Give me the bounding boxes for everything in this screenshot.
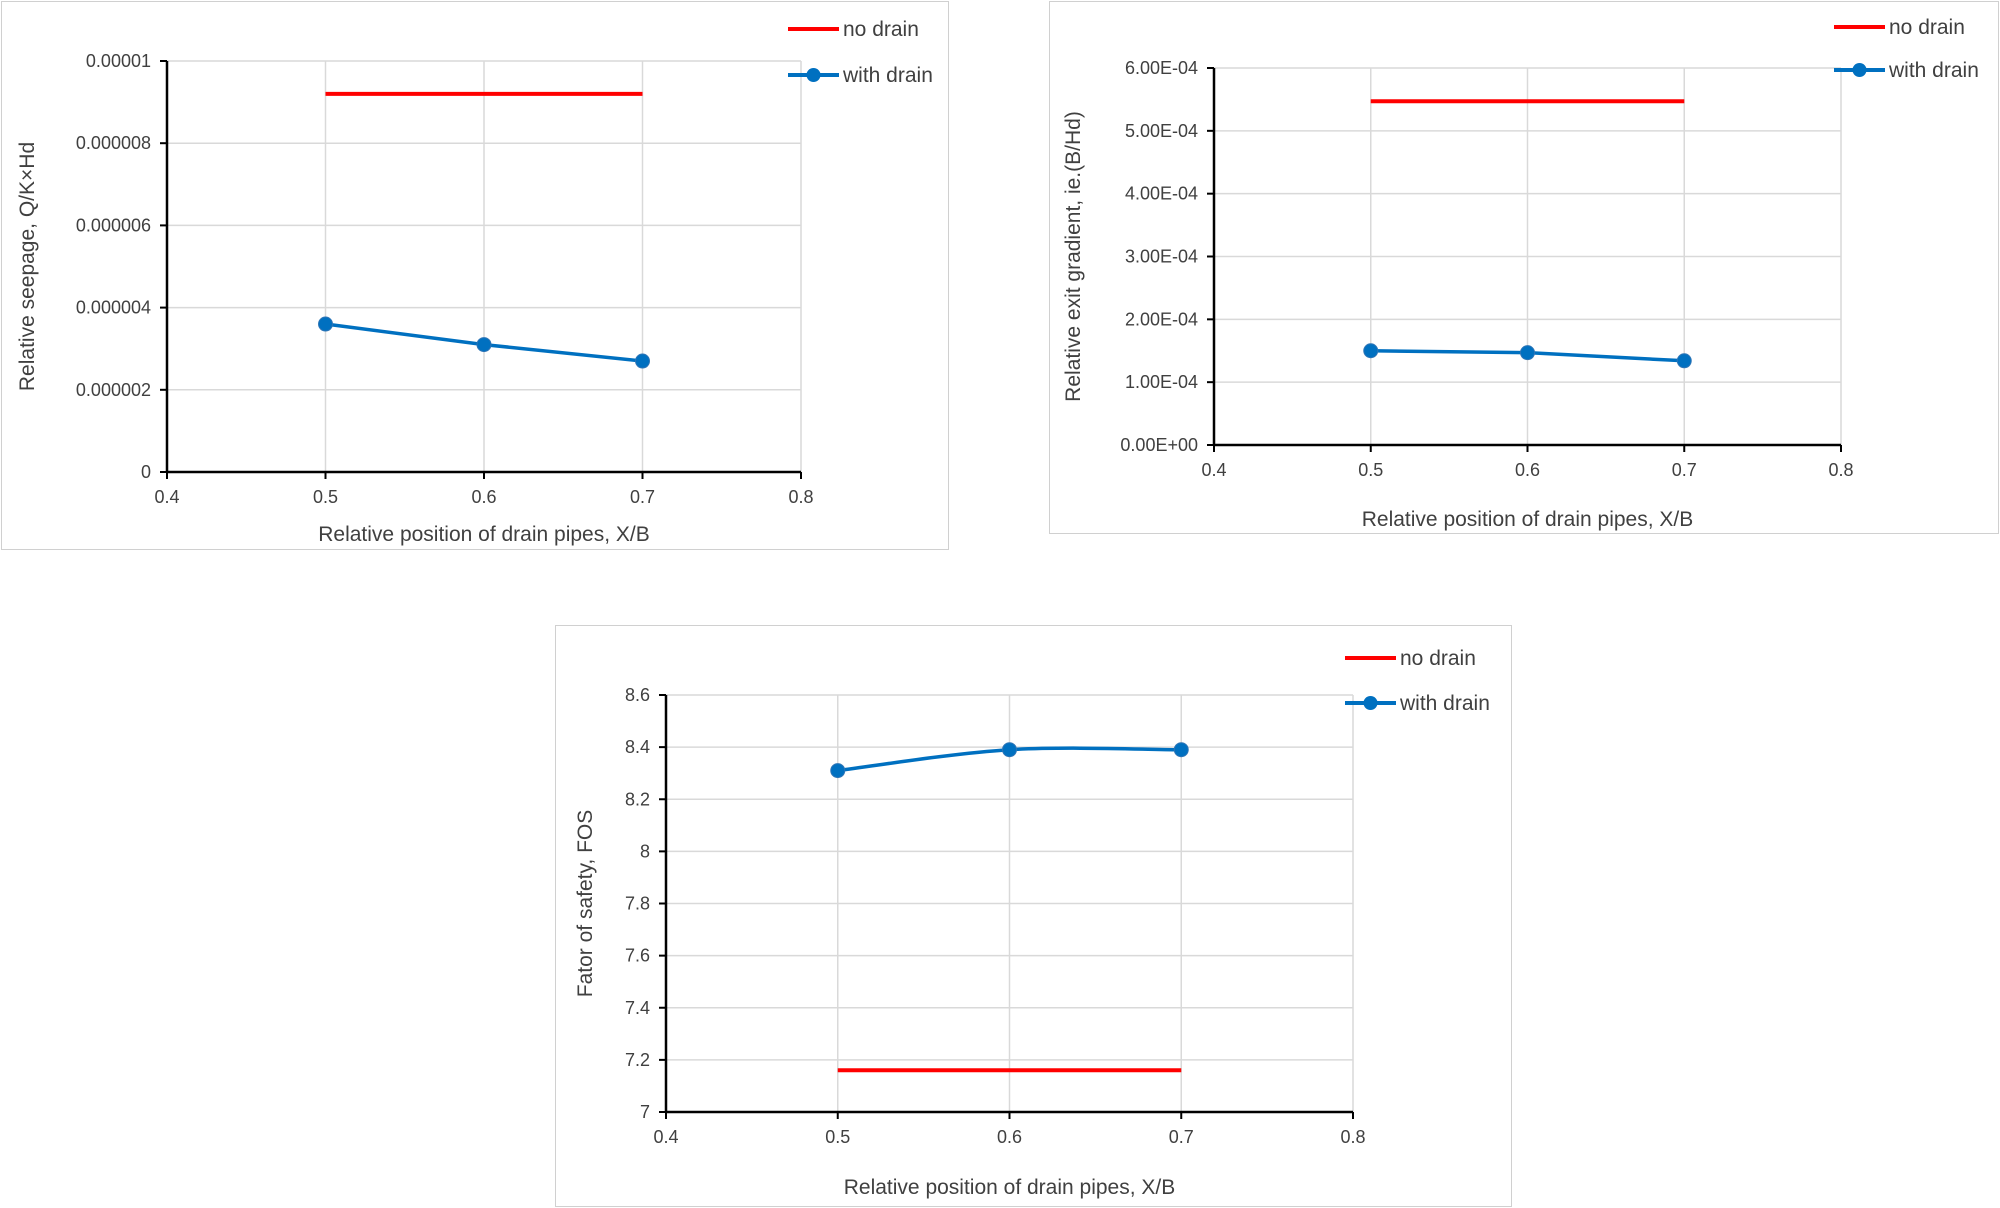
- y-tick-label: 8.2: [625, 789, 650, 809]
- y-tick-label: 7.8: [625, 894, 650, 914]
- seepage-chart: 0 0.000002 0.000004 0.000006 0.000008 0.00001…: [1, 1, 949, 550]
- y-tick-label: 0.00E+00: [1120, 435, 1198, 455]
- y-tick-label: 8: [640, 841, 650, 861]
- x-axis-title: Relative position of drain pipes, X/B: [844, 1176, 1176, 1199]
- y-tick-label: 7.2: [625, 1050, 650, 1070]
- x-tick-label: 0.6: [1515, 460, 1540, 480]
- x-tick-label: 0.4: [653, 1127, 678, 1147]
- x-tick-label: 0.6: [997, 1127, 1022, 1147]
- data-point-marker: [830, 763, 846, 779]
- y-tick-label: 1.00E-04: [1125, 372, 1198, 392]
- y-tick-label: 7.4: [625, 998, 650, 1018]
- legend-marker: [1363, 696, 1378, 710]
- legend-label: no drain: [1889, 16, 1965, 39]
- x-tick-label: 0.5: [1358, 460, 1383, 480]
- legend-marker: [1852, 63, 1867, 77]
- y-tick-label: 0.00001: [86, 51, 151, 71]
- exit-gradient-chart: 0.00E+00 1.00E-04 2.00E-04 3.00E-04 4.00E-04…: [1049, 1, 1999, 534]
- legend-label: with drain: [1888, 59, 1979, 82]
- x-tick-label: 0.8: [1828, 460, 1853, 480]
- y-tick-label: 0.000008: [76, 133, 151, 153]
- x-tick-label: 0.5: [313, 487, 338, 507]
- legend-marker: [806, 68, 821, 82]
- y-tick-label: 8.6: [625, 685, 650, 705]
- legend-label: no drain: [843, 18, 919, 41]
- data-point-marker: [1520, 345, 1535, 361]
- x-tick-label: 0.7: [1672, 460, 1697, 480]
- y-tick-label: 0.000004: [76, 298, 151, 318]
- safety-factor-chart-svg: 7 7.2 7.4 7.6 7.8 8 8.2 8.4 8.6 0.4 0.5 0.6 0.7 0.8 Re…: [574, 647, 1490, 1199]
- x-tick-label: 0.4: [154, 487, 179, 507]
- data-point-marker: [1363, 343, 1379, 359]
- y-tick-label: 0: [141, 462, 151, 482]
- y-tick-label: 8.4: [625, 737, 650, 757]
- y-tick-label: 0.000002: [76, 380, 151, 400]
- data-point-marker: [635, 353, 650, 369]
- y-tick-label: 7.6: [625, 946, 650, 966]
- data-point-marker: [1002, 742, 1017, 758]
- x-tick-label: 0.7: [630, 487, 655, 507]
- y-tick-label: 5.00E-04: [1125, 121, 1198, 141]
- y-tick-label: 7: [640, 1102, 650, 1122]
- legend-label: with drain: [1399, 692, 1490, 715]
- y-axis-title: Relative seepage, Q/K×Hd: [16, 142, 39, 391]
- x-tick-label: 0.8: [788, 487, 813, 507]
- y-axis-title: Relative exit gradient, ie.(B/Hd): [1062, 111, 1085, 402]
- x-tick-label: 0.4: [1201, 460, 1226, 480]
- seepage-chart-svg: 0 0.000002 0.000004 0.000006 0.000008 0.00001…: [16, 18, 933, 546]
- data-point-marker: [476, 337, 492, 353]
- x-tick-label: 0.6: [471, 487, 496, 507]
- y-tick-label: 2.00E-04: [1125, 309, 1198, 329]
- data-point-marker: [1676, 353, 1692, 369]
- exit-gradient-chart-svg: 0.00E+00 1.00E-04 2.00E-04 3.00E-04 4.00E-04…: [1062, 16, 1979, 531]
- safety-factor-chart: 7 7.2 7.4 7.6 7.8 8 8.2 8.4 8.6 0.4 0.5 0.6 0.7 0.8 Re…: [555, 625, 1512, 1207]
- y-axis-title: Fator of safety, FOS: [574, 810, 597, 998]
- x-tick-label: 0.8: [1340, 1127, 1365, 1147]
- x-tick-label: 0.7: [1169, 1127, 1194, 1147]
- legend-label: no drain: [1400, 647, 1476, 670]
- data-point-marker: [1173, 742, 1189, 758]
- y-tick-label: 6.00E-04: [1125, 58, 1198, 78]
- x-tick-label: 0.5: [825, 1127, 850, 1147]
- x-axis-title: Relative position of drain pipes, X/B: [1362, 508, 1694, 531]
- y-tick-label: 3.00E-04: [1125, 247, 1198, 267]
- legend-label: with drain: [842, 64, 933, 87]
- y-tick-label: 4.00E-04: [1125, 184, 1198, 204]
- data-point-marker: [318, 316, 333, 332]
- y-tick-label: 0.000006: [76, 215, 151, 235]
- x-axis-title: Relative position of drain pipes, X/B: [318, 523, 650, 546]
